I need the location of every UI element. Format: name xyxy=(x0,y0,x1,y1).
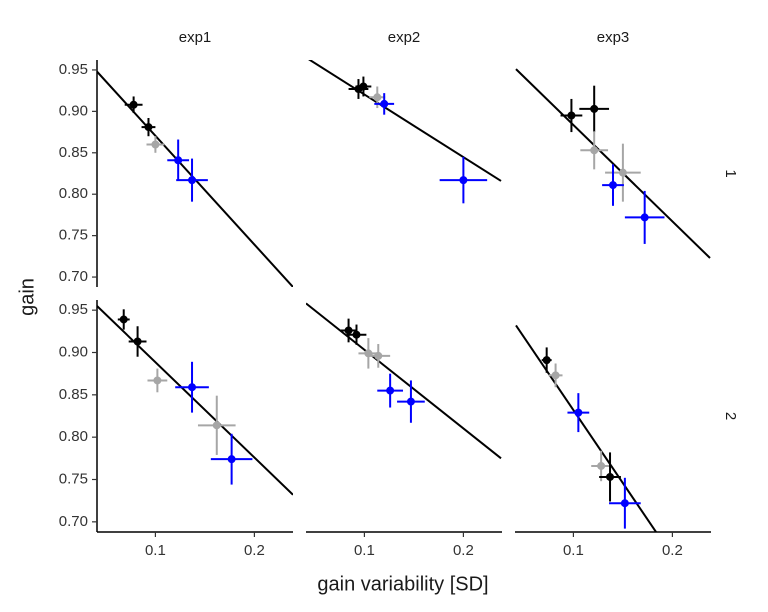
facet-column-label: exp3 xyxy=(597,29,630,46)
point xyxy=(374,351,383,360)
panel xyxy=(97,70,293,287)
fit-line xyxy=(306,302,502,460)
point xyxy=(133,337,142,346)
x-tick-label: 0.2 xyxy=(453,542,474,559)
x-tick-label: 0.2 xyxy=(662,542,683,559)
fit-line xyxy=(97,305,293,496)
panel xyxy=(308,60,502,204)
y-tick-label: 0.80 xyxy=(59,185,88,202)
point xyxy=(386,386,395,395)
point xyxy=(212,421,221,430)
point xyxy=(188,176,197,185)
point xyxy=(151,140,160,149)
point xyxy=(590,146,599,155)
x-axis-title: gain variability [SD] xyxy=(317,573,488,595)
x-tick-label: 0.1 xyxy=(354,542,375,559)
point xyxy=(174,156,183,165)
x-tick-label: 0.1 xyxy=(563,542,584,559)
x-tick-label: 0.1 xyxy=(145,542,166,559)
y-tick-label: 0.90 xyxy=(59,343,88,360)
y-tick-label: 0.70 xyxy=(59,513,88,530)
point xyxy=(551,371,560,380)
panel xyxy=(306,302,502,460)
point xyxy=(640,213,649,222)
point xyxy=(609,181,617,190)
point xyxy=(542,356,551,365)
y-tick-label: 0.90 xyxy=(59,102,88,119)
y-tick-label: 0.75 xyxy=(59,470,88,487)
panel xyxy=(515,68,711,259)
fit-line xyxy=(308,60,502,182)
point xyxy=(459,176,468,185)
facet-row-label: 1 xyxy=(722,169,739,177)
point xyxy=(153,376,162,385)
point xyxy=(574,408,583,417)
point xyxy=(380,99,389,108)
point xyxy=(344,326,353,335)
panel xyxy=(515,324,658,532)
y-tick-label: 0.95 xyxy=(59,301,88,318)
y-tick-label: 0.75 xyxy=(59,227,88,244)
point xyxy=(119,315,128,324)
fit-line xyxy=(515,324,658,532)
y-tick-label: 0.80 xyxy=(59,428,88,445)
facet-row-label: 2 xyxy=(722,412,739,420)
y-tick-label: 0.85 xyxy=(59,386,88,403)
point xyxy=(567,111,576,120)
point xyxy=(227,455,236,464)
point xyxy=(144,123,153,132)
point xyxy=(129,100,138,109)
point xyxy=(352,330,361,339)
point xyxy=(373,93,382,102)
y-tick-label: 0.95 xyxy=(59,61,88,78)
facet-column-label: exp1 xyxy=(179,29,212,46)
facet-column-label: exp2 xyxy=(388,29,421,46)
y-tick-label: 0.70 xyxy=(59,268,88,285)
point xyxy=(406,397,415,406)
point xyxy=(618,168,627,177)
y-axis-title: gain xyxy=(16,278,38,316)
point xyxy=(188,383,197,392)
point xyxy=(606,472,615,481)
point xyxy=(590,104,599,113)
fit-line xyxy=(515,68,711,259)
y-tick-label: 0.85 xyxy=(59,144,88,161)
point xyxy=(620,499,629,508)
point xyxy=(597,461,606,470)
point xyxy=(359,82,368,91)
x-tick-label: 0.2 xyxy=(244,542,265,559)
panel xyxy=(97,305,293,496)
